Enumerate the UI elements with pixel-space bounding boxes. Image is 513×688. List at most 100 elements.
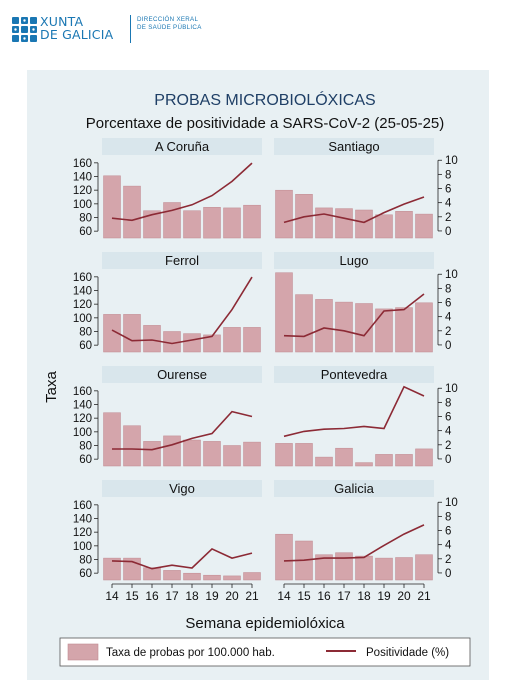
bar xyxy=(143,210,161,239)
left-tick-label: 140 xyxy=(73,286,92,298)
bar xyxy=(183,210,201,239)
bar xyxy=(243,441,261,467)
bar xyxy=(163,435,181,467)
brand-line-2: DE GALICIA xyxy=(40,27,114,42)
positivity-line xyxy=(283,293,425,338)
right-tick-label: 2 xyxy=(445,554,451,566)
bottom-tick-label: 19 xyxy=(377,589,391,603)
facet-title: Santiago xyxy=(328,139,379,154)
bar xyxy=(395,307,413,353)
right-tick-label: 6 xyxy=(445,184,451,196)
bar xyxy=(143,441,161,467)
positivity-line xyxy=(111,162,253,222)
chart-subtitle: Porcentaxe de positividade a SARS-CoV-2 … xyxy=(86,115,445,132)
bar xyxy=(183,439,201,467)
facet-strip xyxy=(274,366,434,383)
bar xyxy=(355,462,373,467)
bar xyxy=(223,327,241,353)
left-tick-label: 100 xyxy=(73,541,92,553)
facet-santiago: Santiago 0 2 4 6 8 10 xyxy=(274,138,458,239)
bar xyxy=(223,575,241,581)
positivity-line xyxy=(283,524,425,562)
facet-title: Ourense xyxy=(157,367,207,382)
bar xyxy=(243,204,261,239)
left-tick-label: 80 xyxy=(79,327,92,339)
legend-bar-swatch xyxy=(67,643,99,661)
facet-lugo: Lugo 0 2 4 6 8 10 xyxy=(274,252,458,353)
facet-title: Ferrol xyxy=(165,253,199,268)
bar xyxy=(295,443,313,467)
bar xyxy=(415,448,433,467)
bar xyxy=(395,211,413,239)
right-tick-label: 10 xyxy=(445,155,458,167)
bar xyxy=(143,325,161,353)
bottom-tick-label: 17 xyxy=(165,589,179,603)
bar xyxy=(355,555,373,581)
bottom-tick-label: 20 xyxy=(397,589,411,603)
bar xyxy=(163,570,181,581)
bar xyxy=(103,557,121,581)
left-tick-label: 140 xyxy=(73,172,92,184)
bar xyxy=(123,185,141,239)
right-tick-label: 6 xyxy=(445,298,451,310)
right-tick-label: 4 xyxy=(445,540,452,552)
bottom-tick-label: 21 xyxy=(245,589,259,603)
bar xyxy=(103,175,121,239)
bar xyxy=(203,441,221,467)
facet-galicia: Galicia 0 2 4 6 8 10 14 15 16 17 18 19 20 21 xyxy=(274,480,458,603)
bar xyxy=(295,294,313,353)
bar xyxy=(415,554,433,581)
right-tick-label: 2 xyxy=(445,212,451,224)
bar xyxy=(335,208,353,239)
left-tick-label: 60 xyxy=(79,568,92,580)
bar xyxy=(335,447,353,467)
facet-title: Galicia xyxy=(334,481,375,496)
bottom-tick-label: 15 xyxy=(125,589,139,603)
left-tick-label: 80 xyxy=(79,555,92,567)
header: XUNTA DE GALICIA DIRECCIÓN XERAL DE SAÚD… xyxy=(0,0,513,60)
legend: Taxa de probas por 100.000 hab. Positivi… xyxy=(59,637,471,667)
bottom-tick-label: 14 xyxy=(105,589,119,603)
facet-strip xyxy=(102,366,262,383)
right-tick-label: 6 xyxy=(445,412,451,424)
right-tick-label: 0 xyxy=(445,226,451,238)
positivity-line xyxy=(111,276,253,345)
right-tick-label: 0 xyxy=(445,454,451,466)
right-tick-label: 8 xyxy=(445,397,451,409)
facet-title: Vigo xyxy=(169,481,195,496)
bar xyxy=(203,207,221,239)
y-axis-title: Taxa xyxy=(43,371,60,403)
positivity-line xyxy=(112,410,253,451)
bottom-tick-label: 20 xyxy=(225,589,239,603)
x-axis-title: Semana epidemiolóxica xyxy=(185,615,345,632)
xunta-logo-icon xyxy=(12,17,37,42)
bar xyxy=(315,207,333,239)
facet-pontevedra: Pontevedra 0 2 4 6 8 10 xyxy=(274,366,458,467)
bar xyxy=(243,327,261,353)
bar xyxy=(223,445,241,467)
positivity-line xyxy=(111,547,253,570)
bar xyxy=(395,557,413,581)
bottom-tick-label: 16 xyxy=(317,589,331,603)
bar xyxy=(275,272,293,353)
bar xyxy=(315,299,333,353)
left-tick-label: 80 xyxy=(79,213,92,225)
right-tick-label: 10 xyxy=(445,269,458,281)
right-tick-label: 4 xyxy=(445,198,452,210)
left-tick-label: 100 xyxy=(73,427,92,439)
right-tick-label: 8 xyxy=(445,511,451,523)
bar xyxy=(335,301,353,353)
bar xyxy=(103,314,121,353)
left-tick-label: 120 xyxy=(73,413,92,425)
facet-title: A Coruña xyxy=(155,139,210,154)
bottom-tick-label: 18 xyxy=(185,589,199,603)
left-tick-label: 60 xyxy=(79,340,92,352)
bar xyxy=(163,202,181,239)
bar xyxy=(315,456,333,467)
right-tick-label: 4 xyxy=(445,426,452,438)
bottom-tick-label: 18 xyxy=(357,589,371,603)
bar xyxy=(375,308,393,353)
facet-strip xyxy=(102,252,262,269)
